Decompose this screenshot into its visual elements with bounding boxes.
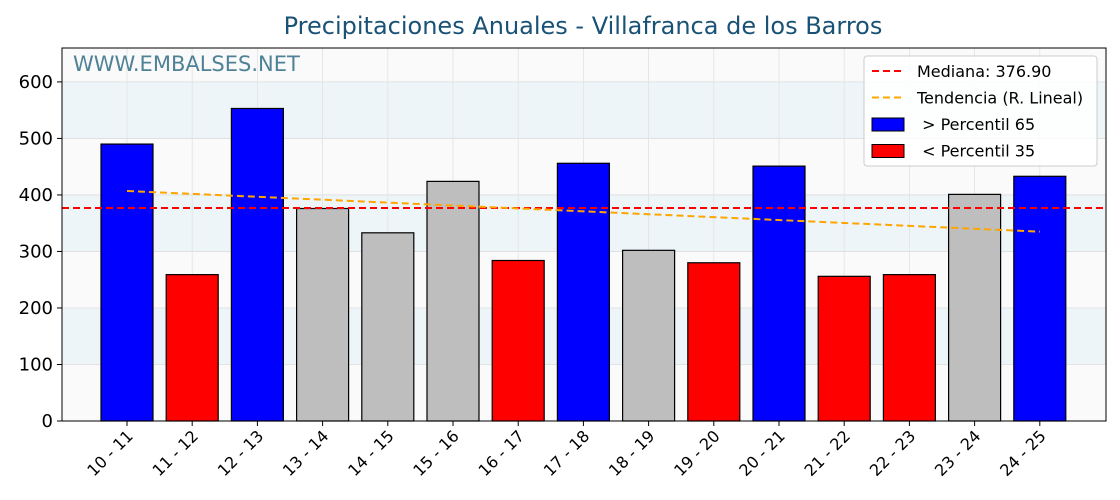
bar — [1013, 175, 1067, 422]
y-tick-label: 200 — [19, 298, 53, 319]
legend-high-swatch — [871, 117, 905, 132]
bar — [687, 262, 741, 422]
x-tick-label: 21 - 22 — [801, 426, 855, 480]
y-tick-label: 600 — [19, 72, 53, 93]
x-tick-label: 16 - 17 — [475, 426, 529, 480]
x-tick-label: 17 - 18 — [540, 426, 594, 480]
bar — [165, 274, 219, 422]
x-tick-label: 22 - 23 — [866, 426, 920, 480]
legend-label: > Percentil 65 — [917, 115, 1035, 134]
x-tick-label: 20 - 21 — [735, 426, 789, 480]
plot-frame — [61, 47, 1107, 422]
bar — [100, 143, 154, 422]
legend-label: Tendencia (R. Lineal) — [916, 89, 1083, 108]
bar — [230, 107, 284, 422]
watermark: WWW.EMBALSES.NET — [73, 52, 300, 76]
x-tick-label: 12 - 13 — [214, 426, 268, 480]
y-tick-label: 300 — [19, 241, 53, 262]
bar — [556, 162, 611, 422]
x-tick-label: 14 - 15 — [344, 426, 398, 480]
bar — [752, 165, 806, 422]
x-tick-label: 24 - 25 — [996, 426, 1050, 480]
bar — [621, 249, 676, 422]
trend-line — [126, 189, 1040, 233]
y-tick-label: 0 — [42, 411, 53, 432]
legend: Mediana: 376.90 Tendencia (R. Lineal) > P… — [863, 55, 1098, 167]
bar — [426, 180, 480, 422]
x-tick-label: 19 - 20 — [670, 426, 724, 480]
x-tick-label: 13 - 14 — [279, 426, 333, 480]
legend-low-swatch — [871, 144, 905, 158]
x-tick-label: 23 - 24 — [931, 426, 985, 480]
chart-title: Precipitaciones Anuales - Villafranca de… — [284, 12, 883, 40]
y-tick-label: 500 — [19, 128, 53, 149]
x-tick-label: 15 - 16 — [409, 426, 463, 480]
bar — [296, 207, 350, 422]
bar — [361, 232, 415, 422]
legend-box — [863, 55, 1098, 167]
bar — [491, 259, 545, 422]
x-tick-label: 18 - 19 — [605, 426, 659, 480]
legend-label: < Percentil 35 — [917, 142, 1035, 161]
x-tick-label: 10 - 11 — [83, 426, 137, 480]
x-tick-label: 11 - 12 — [149, 426, 203, 480]
bar — [882, 274, 937, 422]
legend-label: Mediana: 376.90 — [917, 62, 1051, 81]
bar — [817, 275, 871, 422]
y-tick-label: 100 — [19, 354, 53, 375]
y-tick-label: 400 — [19, 185, 53, 206]
